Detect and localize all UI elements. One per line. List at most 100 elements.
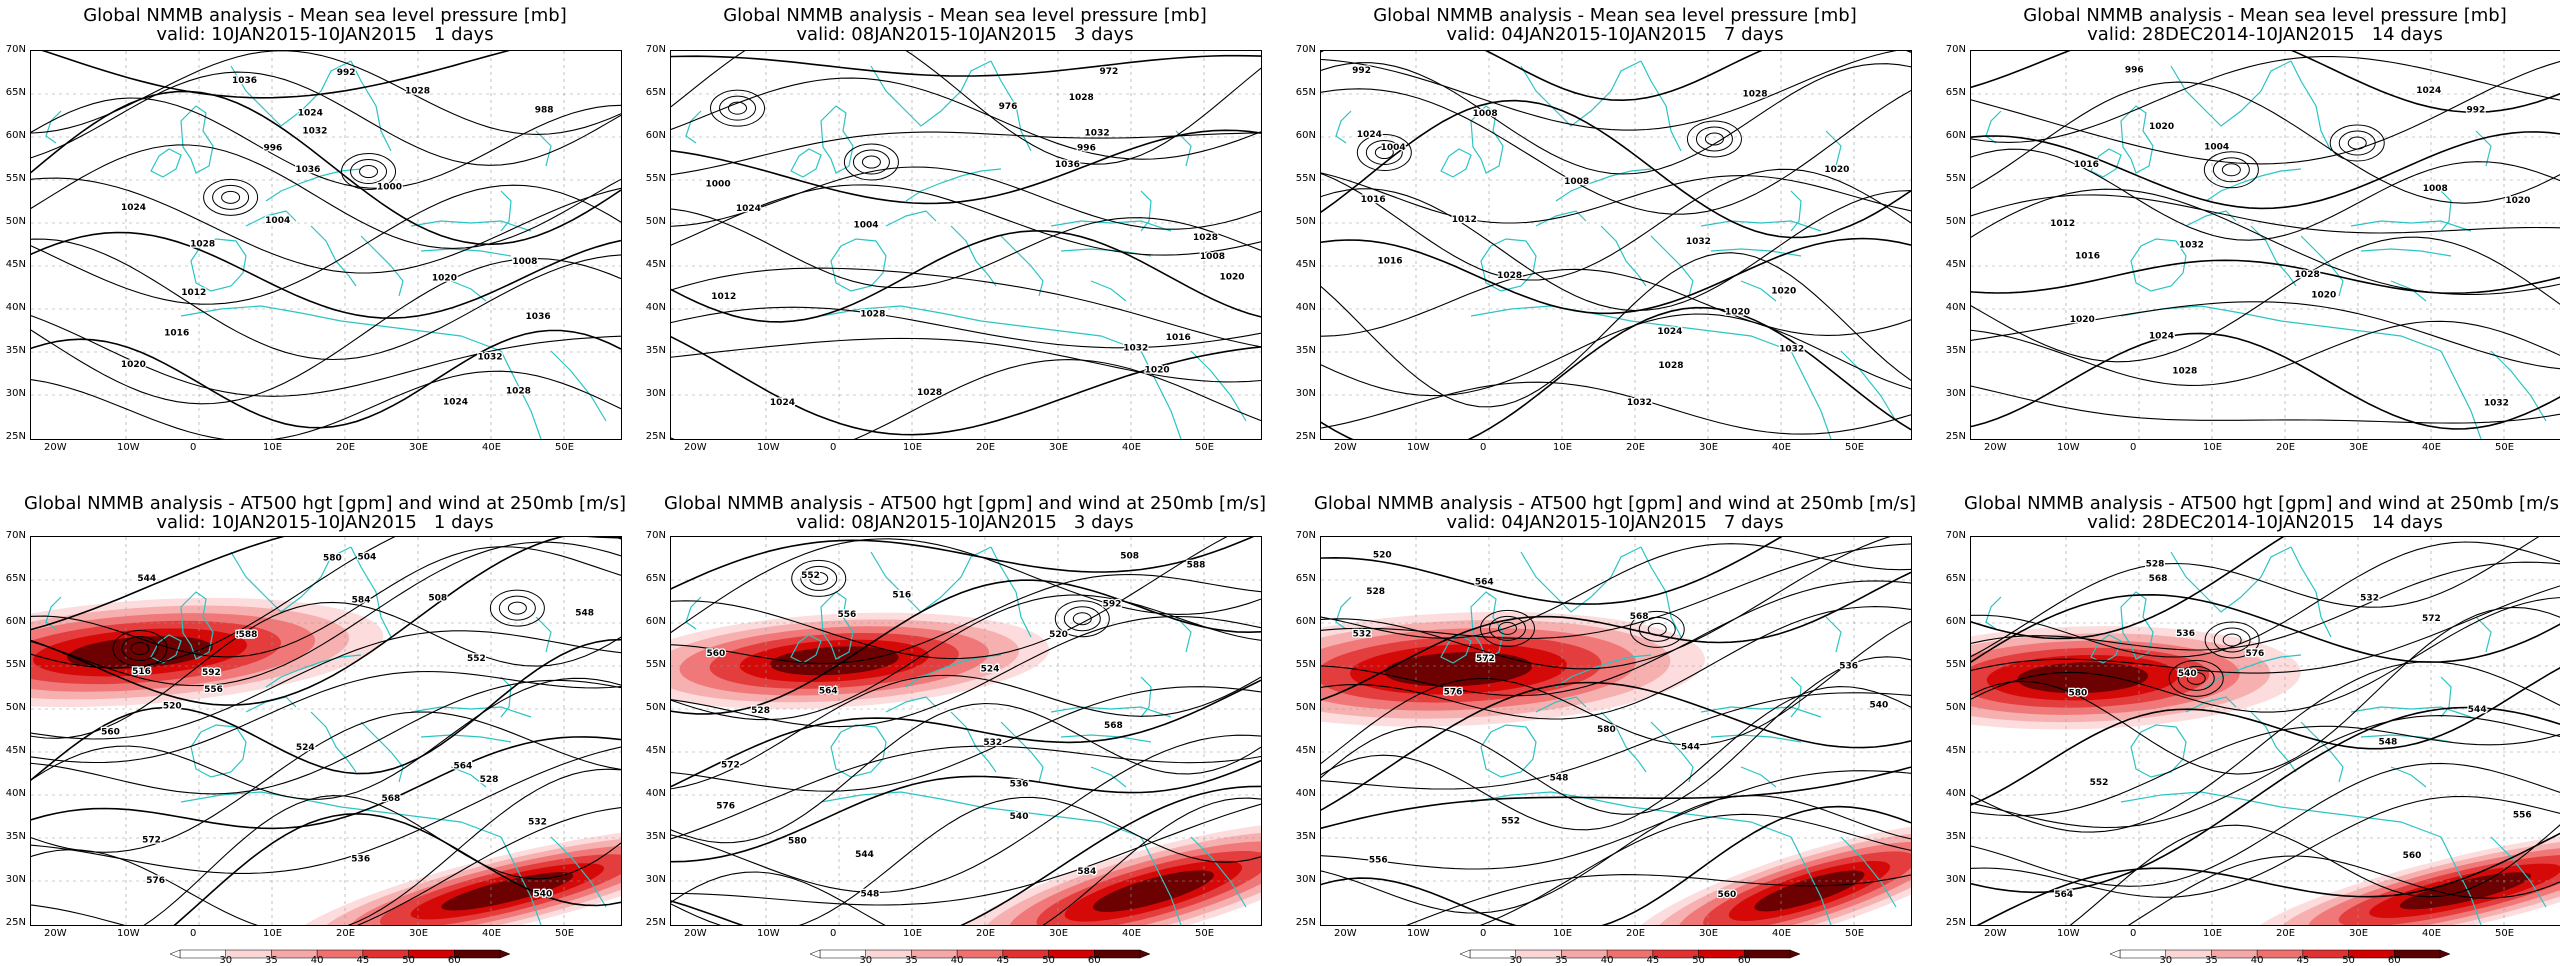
contour-label: 1000 [377, 182, 402, 192]
contour-label: 588 [1187, 560, 1206, 570]
latitude-label: 65N [1295, 573, 1316, 584]
colorbar-level-label: 35 [1555, 955, 1568, 966]
longitude-label: 20W [1984, 442, 2007, 453]
contour-label: 548 [860, 890, 879, 900]
mslp-map: 972 976 996 1000 1004 1008 1012 1016 1020 1024 102… [671, 51, 1261, 439]
longitude-label: 50E [1845, 442, 1865, 453]
contour-label: 1016 [1166, 333, 1191, 343]
contour-label: 544 [1681, 743, 1700, 753]
longitude-label: 40E [482, 442, 502, 453]
latitude-label: 30N [1945, 874, 1966, 885]
longitude-label: 20E [2276, 928, 2296, 939]
contour-label: 564 [819, 686, 838, 696]
contour-label: 1028 [917, 388, 942, 398]
colorbar-level-label: 30 [1509, 955, 1523, 966]
latitude-label: 35N [1945, 345, 1966, 356]
contour-label: 1028 [1742, 90, 1767, 100]
contour-label: 532 [1353, 630, 1372, 640]
contour-label: 548 [575, 608, 594, 618]
contour-label: 1024 [443, 398, 468, 408]
latitude-label: 40N [1945, 788, 1966, 799]
latitude-label: 30N [1295, 388, 1316, 399]
contour-label: 1028 [1658, 361, 1683, 371]
longitude-label: 10E [903, 442, 923, 453]
latitude-label: 70N [645, 530, 666, 541]
contour-label: 1036 [526, 312, 551, 322]
latitude-label: 55N [5, 659, 26, 670]
contour-label: 1004 [2204, 143, 2229, 153]
longitude-label: 10E [263, 928, 283, 939]
isolines [31, 51, 621, 439]
latitude-label: 55N [1945, 659, 1966, 670]
colorbar-level-label: 35 [905, 955, 918, 966]
longitude-label: 10E [2203, 442, 2223, 453]
contour-label: 1020 [2149, 122, 2174, 132]
longitude-label: 50E [1195, 442, 1215, 453]
panel-title: Global NMMB analysis - Mean sea level pr… [723, 5, 1207, 26]
colorbar-level-label: 30 [2159, 955, 2173, 966]
colorbar-level-label: 35 [265, 955, 278, 966]
longitude-label: 20W [1334, 928, 1357, 939]
contour-label: 584 [1077, 867, 1096, 877]
z500-panel: Global NMMB analysis - AT500 hgt [gpm] a… [1290, 488, 1940, 966]
longitude-label: 20E [1626, 928, 1646, 939]
contour-label: 1012 [1452, 215, 1477, 225]
longitude-label: 40E [1122, 928, 1142, 939]
contour-label: 564 [2054, 890, 2073, 900]
coastlines [1985, 546, 2547, 925]
contour-label: 540 [534, 889, 553, 899]
contour-label: 1024 [298, 109, 323, 119]
panel-title: Global NMMB analysis - Mean sea level pr… [83, 5, 567, 26]
contour-label: 516 [132, 667, 151, 677]
latitude-label: 45N [645, 259, 666, 270]
contour-label: 1008 [2423, 184, 2448, 194]
contour-label: 988 [535, 106, 554, 116]
longitude-label: 30E [409, 442, 429, 453]
contour-label: 1020 [121, 360, 146, 370]
contour-label: 1032 [302, 127, 327, 137]
latitude-label: 45N [5, 745, 26, 756]
panel-valid-period: valid: 04JAN2015-10JAN2015 7 days [1446, 512, 1784, 533]
longitude-label: 0 [830, 928, 837, 939]
z500-map: 520 528 532 536 540 544 548 552 556 560 564 568 572 5… [1321, 537, 1911, 925]
contour-label: 520 [1373, 551, 1392, 561]
latitude-label: 35N [645, 831, 666, 842]
contour-label: 972 [1099, 67, 1118, 77]
longitude-label: 20E [1626, 442, 1646, 453]
z500-panel: Global NMMB analysis - AT500 hgt [gpm] a… [0, 488, 650, 966]
wind-colorbar: 30 35 40 45 50 60 [1459, 944, 1801, 966]
longitude-label: 50E [1845, 928, 1865, 939]
wind-colorbar: 30 35 40 45 50 60 [809, 944, 1151, 966]
longitude-label: 30E [1699, 442, 1719, 453]
longitude-label: 50E [2495, 928, 2515, 939]
contour-label: 1028 [2295, 270, 2320, 280]
latitude-label: 60N [645, 616, 666, 627]
wind-colorbar: 30 35 40 45 50 60 [2109, 944, 2451, 966]
contour-label: 576 [2246, 649, 2265, 659]
longitude-label: 50E [1195, 928, 1215, 939]
map-frame: 520 528 532 536 540 544 548 552 556 560 564 568 572 5… [1320, 536, 1912, 926]
contour-label: 560 [101, 728, 120, 738]
wind-shading [1321, 611, 1911, 925]
longitude-label: 0 [1480, 442, 1487, 453]
contour-label: 532 [983, 738, 1002, 748]
contour-label: 1004 [1381, 143, 1406, 153]
contour-label: 516 [892, 590, 911, 600]
colorbar-swatches [1459, 949, 1801, 959]
isolines [1971, 51, 2560, 430]
latitude-label: 70N [1295, 44, 1316, 55]
longitude-label: 20W [684, 928, 707, 939]
contour-label: 1032 [1686, 237, 1711, 247]
latitude-label: 50N [645, 216, 666, 227]
longitude-label: 10W [1407, 928, 1430, 939]
latitude-label: 70N [5, 530, 26, 541]
longitude-label: 20E [976, 442, 996, 453]
map-frame: 992 1008 1004 1008 1012 1016 1020 1024 1028 1032 1… [1320, 50, 1912, 440]
contour-label: 1028 [190, 240, 215, 250]
map-frame: 528 532 536 540 544 548 552 556 560 564 568 572 576 5… [1970, 536, 2560, 926]
map-frame: 992 988 996 1000 1004 1008 1012 1016 1020 1024 102… [30, 50, 622, 440]
longitude-label: 20E [2276, 442, 2296, 453]
contour-label: 1032 [477, 352, 502, 362]
latitude-label: 65N [1945, 87, 1966, 98]
contour-label: 512 [236, 630, 255, 640]
